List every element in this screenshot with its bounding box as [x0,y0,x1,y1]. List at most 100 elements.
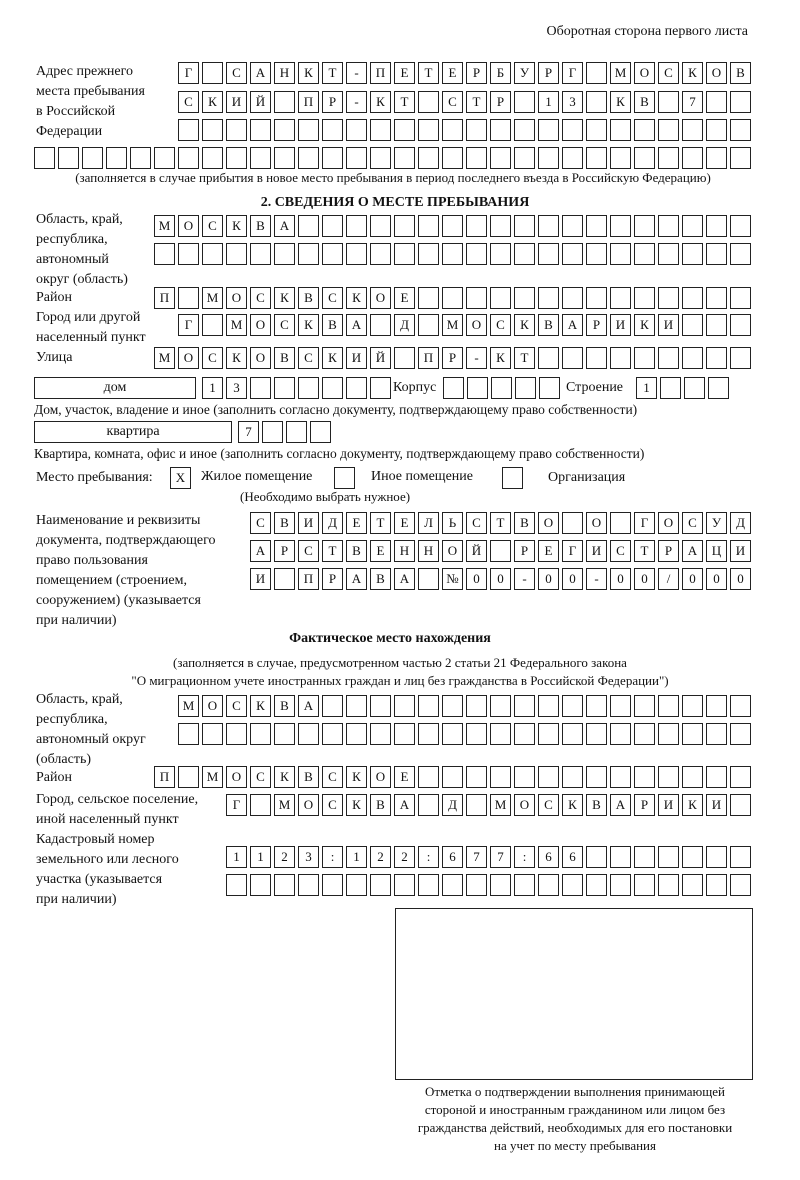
char-box[interactable]: В [346,540,367,562]
char-box[interactable]: К [634,314,655,336]
char-box[interactable] [684,377,705,399]
char-box[interactable] [706,287,727,309]
char-box[interactable]: Р [586,314,607,336]
char-box[interactable] [562,147,583,169]
char-box[interactable] [370,314,391,336]
char-box[interactable] [442,287,463,309]
char-box[interactable] [538,243,559,265]
char-box[interactable]: Е [442,62,463,84]
char-box[interactable] [538,119,559,141]
char-box[interactable]: 3 [562,91,583,113]
char-box[interactable]: И [706,794,727,816]
char-box[interactable] [466,147,487,169]
char-box[interactable]: С [658,62,679,84]
char-box[interactable] [322,243,343,265]
char-box[interactable] [466,695,487,717]
char-box[interactable] [682,287,703,309]
char-box[interactable]: С [274,314,295,336]
char-box[interactable] [322,377,343,399]
char-box[interactable] [346,695,367,717]
char-box[interactable] [310,421,331,443]
char-box[interactable] [178,119,199,141]
char-box[interactable] [250,243,271,265]
char-box[interactable]: С [298,347,319,369]
char-box[interactable]: Й [370,347,391,369]
char-box[interactable]: О [514,794,535,816]
char-box[interactable] [706,723,727,745]
char-box[interactable] [346,147,367,169]
char-box[interactable] [514,287,535,309]
char-box[interactable] [634,215,655,237]
char-box[interactable] [730,314,751,336]
char-box[interactable] [298,147,319,169]
char-box[interactable] [490,766,511,788]
char-box[interactable] [514,723,535,745]
char-box[interactable] [538,215,559,237]
char-box[interactable] [562,695,583,717]
char-box[interactable] [682,243,703,265]
char-box[interactable] [586,846,607,868]
char-box[interactable]: О [466,314,487,336]
char-box[interactable] [370,243,391,265]
char-box[interactable] [610,846,631,868]
char-box[interactable] [634,695,655,717]
char-box[interactable]: Г [178,314,199,336]
char-box[interactable] [658,119,679,141]
char-box[interactable] [610,874,631,896]
char-box[interactable]: Т [490,512,511,534]
char-box[interactable] [658,243,679,265]
char-box[interactable] [298,377,319,399]
char-box[interactable]: - [466,347,487,369]
char-box[interactable]: Т [514,347,535,369]
char-box[interactable] [298,243,319,265]
char-box[interactable] [226,119,247,141]
char-box[interactable]: 6 [562,846,583,868]
char-box[interactable]: П [298,91,319,113]
char-box[interactable]: М [154,347,175,369]
char-box[interactable]: К [490,347,511,369]
char-box[interactable] [634,846,655,868]
char-box[interactable]: С [322,287,343,309]
char-box[interactable]: П [154,766,175,788]
char-box[interactable] [706,314,727,336]
char-box[interactable]: С [610,540,631,562]
char-box[interactable] [418,215,439,237]
char-box[interactable] [515,377,536,399]
char-box[interactable] [658,91,679,113]
char-box[interactable] [538,695,559,717]
char-box[interactable]: К [514,314,535,336]
char-box[interactable] [394,874,415,896]
char-box[interactable]: В [322,314,343,336]
char-box[interactable] [562,287,583,309]
char-box[interactable] [298,874,319,896]
char-box[interactable] [514,119,535,141]
char-box[interactable] [586,243,607,265]
char-box[interactable] [658,347,679,369]
char-box[interactable] [562,874,583,896]
char-box[interactable] [682,147,703,169]
char-box[interactable] [658,874,679,896]
char-box[interactable]: Е [538,540,559,562]
char-box[interactable] [250,874,271,896]
char-box[interactable]: М [178,695,199,717]
char-box[interactable] [539,377,560,399]
char-box[interactable]: А [250,62,271,84]
char-box[interactable]: К [346,794,367,816]
char-box[interactable] [346,723,367,745]
char-box[interactable]: Т [418,62,439,84]
char-box[interactable]: Ь [442,512,463,534]
char-box[interactable]: О [442,540,463,562]
char-box[interactable] [634,347,655,369]
char-box[interactable] [178,287,199,309]
char-box[interactable] [562,243,583,265]
char-box[interactable] [706,119,727,141]
char-box[interactable]: О [658,512,679,534]
char-box[interactable] [706,874,727,896]
char-box[interactable] [394,723,415,745]
char-box[interactable] [274,568,295,590]
char-box[interactable]: / [658,568,679,590]
char-box[interactable]: Б [490,62,511,84]
char-box[interactable]: Р [466,62,487,84]
char-box[interactable] [586,215,607,237]
char-box[interactable] [274,874,295,896]
